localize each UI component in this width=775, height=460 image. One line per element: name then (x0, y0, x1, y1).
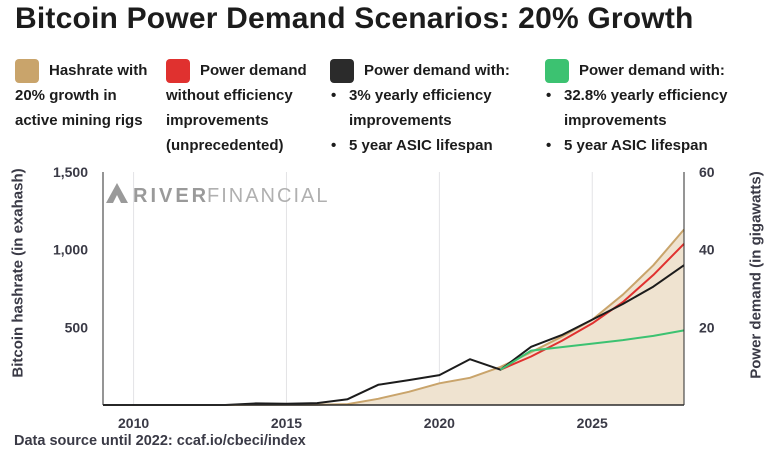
chart-plot: RIVER FINANCIAL 2010 2015 2020 2025 500 1,000… (53, 164, 715, 431)
legend-label: Hashrate with (49, 62, 148, 79)
y-tick-label-left: 1,000 (53, 242, 88, 258)
watermark-bold: RIVER (133, 185, 209, 207)
x-tick-label: 2010 (118, 415, 149, 431)
legend-label: Power demand (200, 62, 307, 79)
legend-bullet: 5 year ASIC lifespan (330, 133, 510, 158)
axes-layer (102, 172, 685, 406)
y-tick-label-right: 40 (699, 242, 715, 258)
legend-label: 20% growth in (15, 87, 117, 104)
legend-swatch (15, 59, 39, 83)
legend-bullet: 3% yearly efficiency (330, 83, 510, 108)
chart-title: Bitcoin Power Demand Scenarios: 20% Grow… (15, 2, 694, 35)
legend-label: active mining rigs (15, 112, 143, 129)
x-tick-label: 2025 (577, 415, 608, 431)
legend-label: improvements (166, 112, 269, 129)
river-logo-icon (106, 183, 128, 203)
legend-item-power-32pct: Power demand with: 32.8% yearly efficien… (545, 58, 727, 158)
series-line-1 (500, 243, 685, 371)
x-tick-label: 2015 (271, 415, 302, 431)
legend-item-power-no-efficiency: Power demand without efficiency improvem… (166, 58, 307, 158)
data-source-note: Data source until 2022: ccaf.io/cbeci/in… (14, 433, 306, 449)
y-tick-label-right: 60 (699, 164, 715, 180)
y-tick-label-left: 1,500 (53, 164, 88, 180)
legend-label: (unprecedented) (166, 137, 284, 154)
legend-label: without efficiency (166, 87, 293, 104)
series-line-3 (499, 329, 685, 371)
legend-bullet-continuation: improvements (564, 112, 667, 129)
series-area-fill (103, 229, 684, 405)
tick-labels: 2010 2015 2020 2025 500 1,000 1,500 20 40 60 (53, 164, 715, 431)
legend-swatch (545, 59, 569, 83)
legend-bullet: 5 year ASIC lifespan (545, 133, 727, 158)
legend-bullet-continuation: improvements (349, 112, 452, 129)
y-tick-label-left: 500 (65, 319, 89, 335)
legend-swatch (166, 59, 190, 83)
legend-label: Power demand with: (579, 62, 725, 79)
x-tick-label: 2020 (424, 415, 455, 431)
legend-item-power-3pct: Power demand with: 3% yearly efficiency … (330, 58, 510, 158)
river-financial-watermark: RIVER FINANCIAL (106, 183, 329, 207)
legend-item-hashrate: Hashrate with 20% growth in active minin… (15, 58, 147, 133)
series-line-2 (103, 264, 685, 406)
area-layer (103, 229, 684, 405)
legend-bullet: 32.8% yearly efficiency (545, 83, 727, 108)
legend-label: Power demand with: (364, 62, 510, 79)
legend-swatch (330, 59, 354, 83)
watermark-light: FINANCIAL (207, 185, 329, 207)
y-tick-label-right: 20 (699, 319, 715, 335)
